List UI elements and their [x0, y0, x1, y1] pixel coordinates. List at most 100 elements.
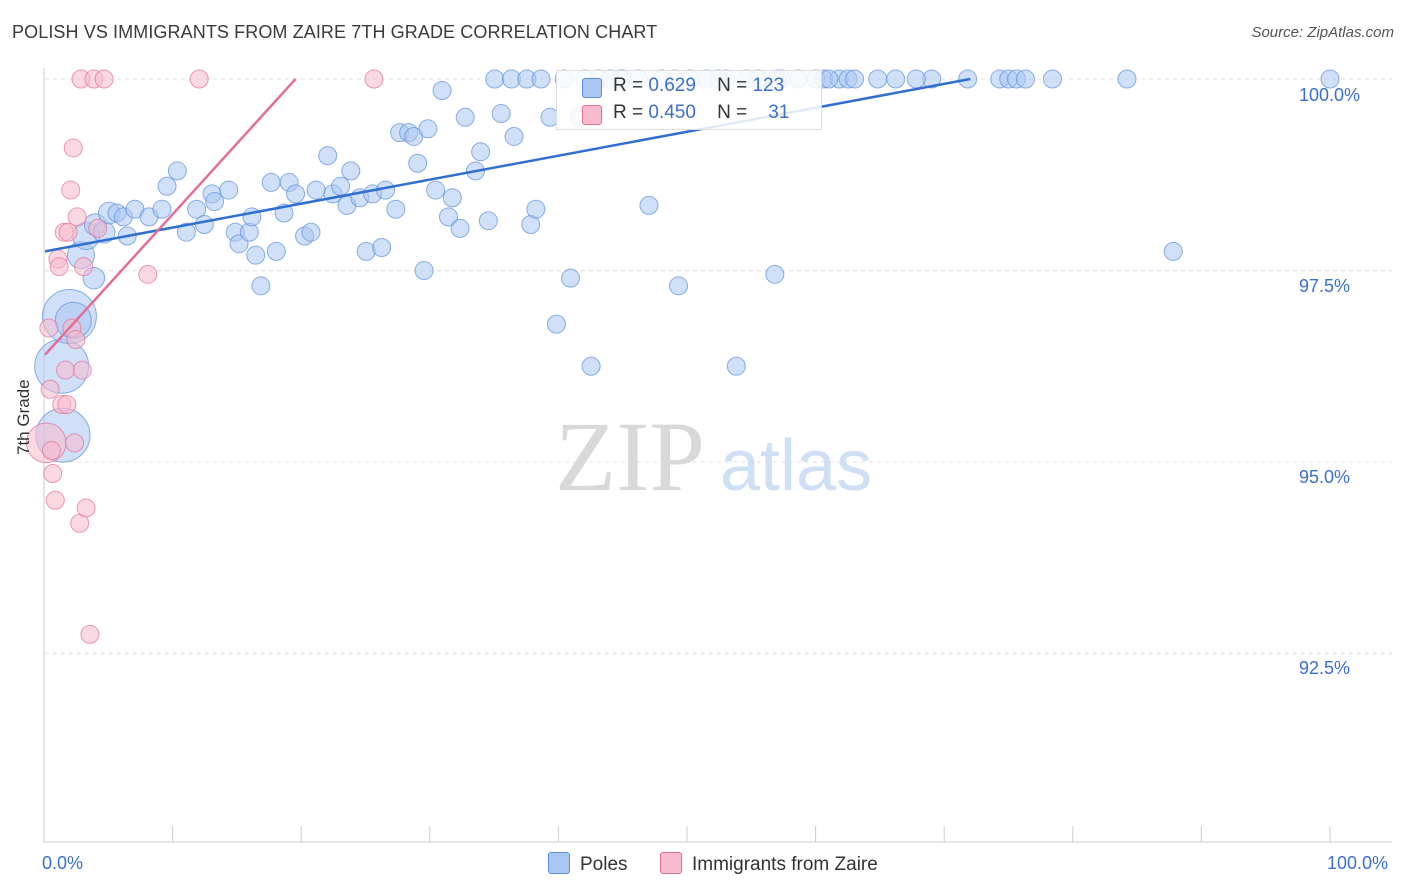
zaire-point — [138, 264, 158, 284]
zaire-point — [80, 624, 100, 644]
poles-point — [205, 192, 225, 212]
poles-swatch — [582, 78, 602, 98]
zaire-point — [41, 441, 61, 461]
poles-point — [845, 69, 865, 89]
zaire-legend-label: Immigrants from Zaire — [692, 854, 878, 875]
poles-point — [301, 222, 321, 242]
zaire-point — [45, 490, 65, 510]
poles-point — [414, 261, 434, 280]
poles-point — [1042, 69, 1062, 89]
poles-point — [450, 218, 470, 238]
gridlines — [45, 78, 1392, 654]
poles-point — [1163, 241, 1183, 261]
x-tick-label-min: 0.0% — [42, 853, 84, 873]
watermark-zip: ZIP — [555, 401, 705, 512]
poles-point — [432, 80, 452, 100]
poles-point — [152, 199, 172, 219]
y-axis-label: 7th Grade — [14, 379, 33, 455]
poles-point — [331, 176, 351, 196]
zaire-point — [58, 222, 78, 242]
poles-point — [386, 199, 406, 219]
y-tick-label: 92.5% — [1299, 658, 1351, 678]
poles-point — [906, 69, 926, 89]
zaire-point — [39, 318, 59, 338]
zaire-point — [189, 69, 209, 89]
poles-point — [418, 119, 438, 139]
zaire-point — [43, 463, 63, 483]
poles-point — [561, 268, 581, 288]
zaire-swatch — [582, 105, 602, 125]
poles-point — [157, 176, 177, 196]
poles-legend-swatch — [548, 852, 570, 874]
poles-point — [455, 107, 475, 127]
r-value-poles: 0.629 — [648, 75, 696, 96]
poles-point — [581, 356, 601, 376]
poles-point — [526, 199, 546, 219]
poles-point — [546, 314, 566, 334]
poles-point — [886, 69, 906, 89]
zaire-point — [56, 360, 76, 380]
zaire-point — [49, 257, 69, 277]
zaire-point — [63, 138, 83, 158]
poles-point — [491, 103, 511, 123]
watermark-atlas: atlas — [720, 426, 872, 506]
poles-point — [1015, 69, 1035, 89]
stats-legend: R = 0.629 N = 123 R = 0.450 N = 31 — [556, 70, 822, 130]
source-credit: Source: ZipAtlas.com — [1251, 24, 1394, 41]
poles-point — [246, 245, 266, 265]
poles-point — [868, 69, 888, 89]
poles-point — [167, 161, 187, 181]
poles-point — [251, 276, 271, 296]
n-label: N = — [717, 102, 748, 123]
poles-point — [408, 153, 428, 173]
zaire-point — [61, 180, 81, 200]
y-tick-label: 97.5% — [1299, 276, 1351, 296]
poles-point — [819, 69, 839, 89]
poles-point — [1320, 69, 1340, 89]
r-label: R = — [613, 75, 644, 96]
poles-point — [471, 142, 491, 162]
zaire-trend-line — [44, 78, 297, 356]
r-value-zaire: 0.450 — [648, 102, 696, 123]
n-label: N = — [717, 75, 748, 96]
watermark: ZIP atlas — [555, 401, 872, 512]
poles-point — [219, 180, 239, 200]
poles-point — [639, 195, 659, 215]
poles-point — [478, 211, 498, 231]
poles-point — [318, 146, 338, 166]
y-tick-label: 100.0% — [1299, 85, 1361, 105]
poles-point — [372, 238, 392, 258]
poles-point — [194, 215, 214, 235]
zaire-legend-swatch — [660, 852, 682, 874]
poles-point — [504, 126, 524, 146]
zaire-point — [94, 69, 114, 89]
poles-point — [485, 69, 505, 89]
poles-point — [669, 276, 689, 296]
poles-point — [1117, 69, 1137, 89]
poles-point — [765, 264, 785, 284]
poles-point — [438, 207, 458, 227]
poles-point — [442, 188, 462, 208]
zaire-point — [40, 379, 60, 399]
n-value-zaire: 31 — [768, 102, 790, 123]
zaire-point — [74, 257, 94, 277]
n-value-poles: 123 — [752, 75, 785, 96]
zaire-point — [72, 360, 92, 380]
zaire-point — [65, 433, 85, 453]
zaire-point — [67, 207, 87, 227]
legend-item-zaire[interactable]: Immigrants from Zaire — [660, 852, 878, 876]
zaire-point — [76, 498, 96, 518]
poles-point — [306, 180, 326, 200]
poles-point — [341, 161, 361, 181]
zaire-point — [66, 329, 86, 349]
axes — [43, 68, 1392, 843]
zaire-point — [57, 395, 77, 415]
poles-point — [266, 241, 286, 261]
poles-point — [261, 172, 281, 192]
chart-title: POLISH VS IMMIGRANTS FROM ZAIRE 7TH GRAD… — [12, 22, 658, 42]
poles-legend-label: Poles — [580, 854, 628, 875]
poles-point — [176, 222, 196, 242]
poles-point — [531, 69, 551, 89]
legend-item-poles[interactable]: Poles — [548, 852, 628, 876]
